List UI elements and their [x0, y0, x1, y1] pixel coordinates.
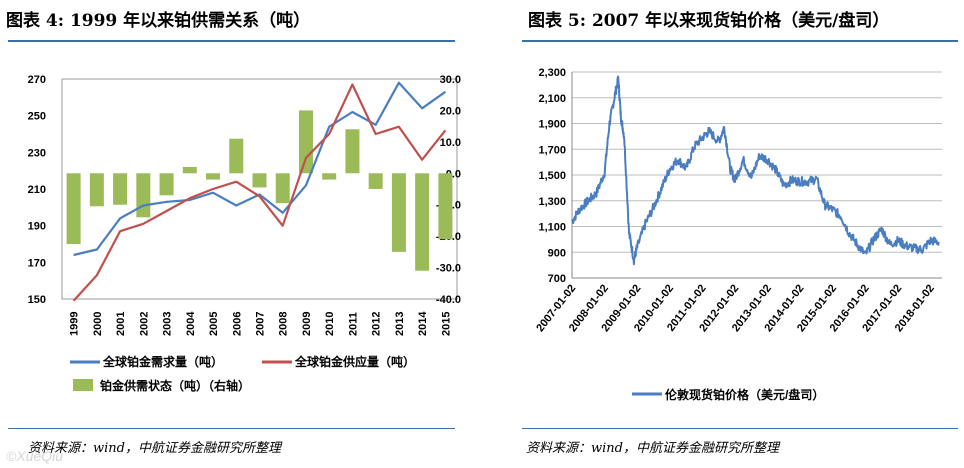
balance-bar	[159, 173, 174, 196]
right-title-rule	[522, 40, 958, 42]
right-y-tick-label: 10.0	[440, 137, 461, 149]
x-category-label: 2013	[394, 312, 406, 336]
price-y-tick-label: 1,700	[538, 144, 566, 156]
balance-bar	[113, 173, 128, 205]
x-category-label: 2005	[208, 312, 220, 336]
x-category-label: 1999	[69, 312, 81, 336]
legend-supply-label: 全球铂金供应量（吨）	[294, 354, 415, 369]
balance-bar	[206, 173, 221, 180]
right-chart: 2,300 2,100 1,900 1,700 1,500 1,300 1,100 900 70…	[534, 67, 942, 402]
x-category-label: 2002	[138, 312, 150, 336]
x-category-label: 2001	[115, 312, 127, 336]
right-chart-title: 图表 5: 2007 年以来现货铂价格（美元/盘司）	[528, 11, 890, 31]
x-category-label: 2012	[371, 312, 383, 336]
x-category-label: 2007	[255, 312, 267, 336]
legend-demand-label: 全球铂金需求量（吨）	[102, 354, 223, 369]
left-y-tick-label: 250	[28, 111, 46, 123]
balance-bar	[66, 173, 81, 244]
plot-frame	[61, 78, 458, 300]
balance-bar	[438, 173, 453, 240]
price-y-tick-label: 1,100	[538, 222, 566, 234]
balance-bar	[136, 173, 151, 218]
x-category-label: 2011	[347, 312, 359, 336]
balance-bar	[322, 173, 337, 180]
right-bottom-rule	[522, 428, 958, 429]
balance-bar	[89, 173, 104, 207]
x-category-label: 2009	[301, 312, 313, 336]
x-category-label: 2006	[231, 312, 243, 336]
x-category-label: 2003	[162, 312, 174, 336]
legend-balance-swatch	[73, 379, 93, 391]
left-chart-title: 图表 4: 1999 年以来铂供需关系（吨）	[6, 11, 311, 31]
balance-bar	[252, 173, 267, 188]
balance-bar	[415, 173, 430, 271]
price-y-tick-label: 2,100	[538, 93, 566, 105]
legend-balance-label: 铂金供需状态（吨）（右轴）	[100, 378, 250, 393]
price-y-tick-label: 1,900	[538, 119, 566, 131]
balance-bar	[345, 129, 360, 174]
balance-bar	[391, 173, 406, 252]
x-category-label: 2000	[92, 312, 104, 336]
balance-bar	[298, 110, 313, 174]
x-category-label: 2010	[324, 312, 336, 336]
left-title-rule	[8, 40, 455, 42]
left-y-tick-label: 230	[28, 147, 46, 159]
price-y-tick-label: 1,300	[538, 196, 566, 208]
price-y-tick-label: 900	[548, 247, 566, 259]
price-y-tick-label: 2,300	[538, 67, 566, 79]
right-source-note: 资料来源：wind，中航证券金融研究所整理	[526, 441, 779, 456]
x-category-label: 2008	[278, 312, 290, 336]
right-y-tick-label: -30.0	[436, 263, 461, 275]
legend-price-label: 伦敦现货铂价格（美元/盘司）	[665, 387, 824, 402]
price-y-tick-label: 1,500	[538, 170, 566, 182]
price-y-tick-label: 700	[548, 273, 566, 285]
balance-bar	[182, 167, 197, 174]
right-y-tick-label: -40.0	[436, 294, 461, 306]
left-y-tick-label: 270	[28, 74, 46, 86]
supply-line	[72, 83, 447, 302]
left-chart: 27025023021019017015030.020.010.00.0-10.…	[28, 74, 461, 393]
right-y-tick-label: 20.0	[440, 105, 461, 117]
right-y-tick-label: 30.0	[440, 74, 461, 86]
left-bottom-rule	[8, 428, 455, 429]
watermark-logo: ©XueQiu	[6, 448, 64, 464]
left-y-tick-label: 170	[28, 257, 46, 269]
left-y-tick-label: 210	[28, 184, 46, 196]
balance-bar	[229, 138, 244, 174]
x-category-label: 2004	[185, 311, 197, 336]
balance-bar	[275, 173, 290, 204]
left-source-note: 资料来源：wind，中航证券金融研究所整理	[28, 441, 281, 456]
x-category-label: 2015	[440, 312, 452, 336]
x-category-label: 2014	[417, 311, 429, 336]
left-y-tick-label: 150	[28, 294, 46, 306]
balance-bar	[368, 173, 383, 189]
price-line	[571, 75, 940, 266]
demand-line	[73, 81, 447, 257]
left-y-tick-label: 190	[28, 221, 46, 233]
